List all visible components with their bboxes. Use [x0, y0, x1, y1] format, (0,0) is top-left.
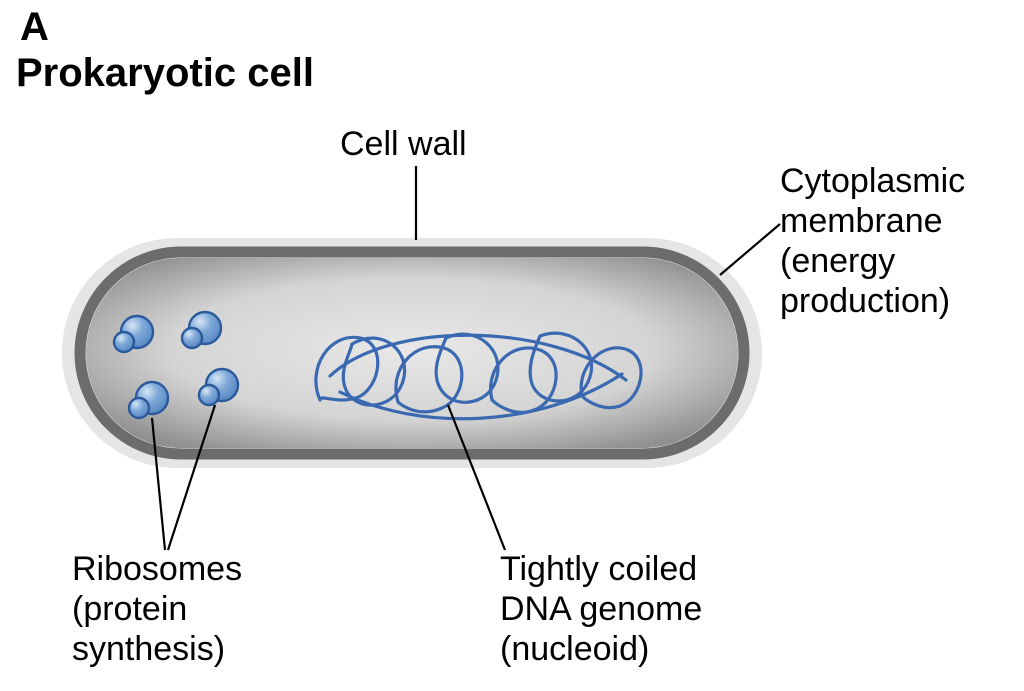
leader-membrane [720, 224, 780, 275]
label-cell-wall: Cell wall [340, 125, 467, 163]
prokaryotic-cell-diagram: A Prokaryotic cell [0, 0, 1024, 691]
figure-letter: A [20, 5, 49, 49]
label-cytoplasmic-membrane: Cytoplasmic membrane (energy production) [780, 162, 975, 320]
label-nucleoid: Tightly coiled DNA genome (nucleoid) [500, 550, 712, 668]
label-ribosomes: Ribosomes (protein synthesis) [72, 550, 252, 668]
figure-title: Prokaryotic cell [16, 51, 314, 95]
